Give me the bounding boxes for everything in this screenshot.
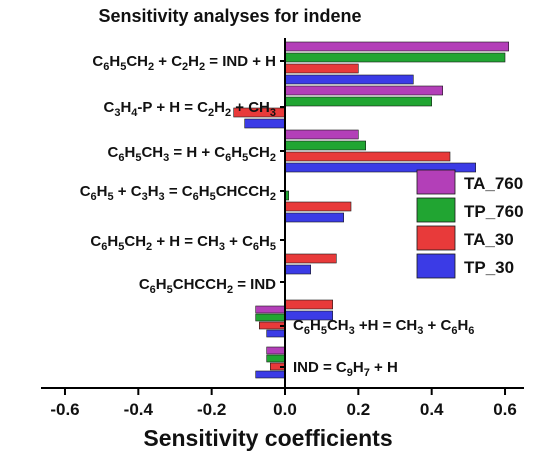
bar-ta_30-5 [284,299,334,310]
bar-ta_30-3 [284,201,352,212]
bar-ta_30-2 [284,151,451,162]
bar-ta_30-0 [284,63,359,74]
bar-tp_30-7 [255,370,286,379]
x-tick-label: -0.2 [197,400,226,419]
x-tick-label: -0.6 [50,400,79,419]
reaction-labels-layer: C6​H5​CH2​ + C2​H2​ = IND + H C3​H4​-P + … [80,53,475,379]
reaction-label: C6​H5​CH2​ + C2​H2​ = IND + H [92,53,276,73]
bar-tp_760-6 [255,313,286,322]
legend-label-ta_760: TA_760 [464,174,523,193]
legend-label-tp_760: TP_760 [464,202,524,221]
legend-swatch-tp_760 [416,197,456,223]
bar-ta_30-4 [284,253,337,264]
legend-label-tp_30: TP_30 [464,258,514,277]
bar-ta_760-2 [284,129,359,140]
x-tick-label: 0.6 [493,400,517,419]
chart-title: Sensitivity analyses for indene [98,6,361,26]
x-tick-label: -0.4 [124,400,154,419]
legend-swatch-ta_30 [416,225,456,251]
bar-ta_760-7 [266,346,286,355]
ticks-layer: -0.6 -0.4 -0.2 0.0 0.2 0.4 0.6 [50,60,517,419]
legend-swatch-tp_30 [416,253,456,279]
bar-tp_760-0 [284,52,506,63]
reaction-label: C6​H5​CH3​ = H + C6​H5​CH2​ [108,144,276,164]
axis-layer [41,38,524,389]
x-tick-label: 0.0 [273,400,297,419]
x-tick-label: 0.4 [420,400,444,419]
reaction-label: C6​H5​CH3​ +H = CH3​ + C6​H6​ [293,317,474,337]
legend-label-ta_30: TA_30 [464,230,514,249]
reaction-label: IND = C9​H7​ + H [293,359,398,379]
bar-tp_760-1 [284,96,432,107]
x-axis-label: Sensitivity coefficients [143,425,392,451]
bar-ta_760-1 [284,85,443,96]
bar-tp_30-4 [284,264,312,275]
reaction-label: C6​H5​CH2​ + H = CH3​ + C6​H5​ [90,233,276,253]
bar-ta_760-0 [284,41,509,52]
bar-tp_30-1 [244,118,286,129]
bar-tp_760-2 [284,140,366,151]
bar-tp_30-6 [266,329,286,338]
bar-tp_760-7 [266,354,286,363]
reaction-label: C3​H4​-P + H = C2​H2​ + CH3​ [103,99,276,119]
x-tick-label: 0.2 [347,400,371,419]
legend: TA_760 TP_760 TA_30 TP_30 [416,169,524,279]
bar-ta_760-6 [255,305,286,314]
bar-tp_30-0 [284,74,414,85]
bar-tp_30-3 [284,212,345,223]
reaction-label: C6​H5​CHCCH2​ = IND [139,276,276,296]
reaction-label: C6​H5​ + C3​H3​ = C6​H5​CHCCH2​ [80,183,276,203]
bars-layer [233,41,509,379]
legend-swatch-ta_760 [416,169,456,195]
